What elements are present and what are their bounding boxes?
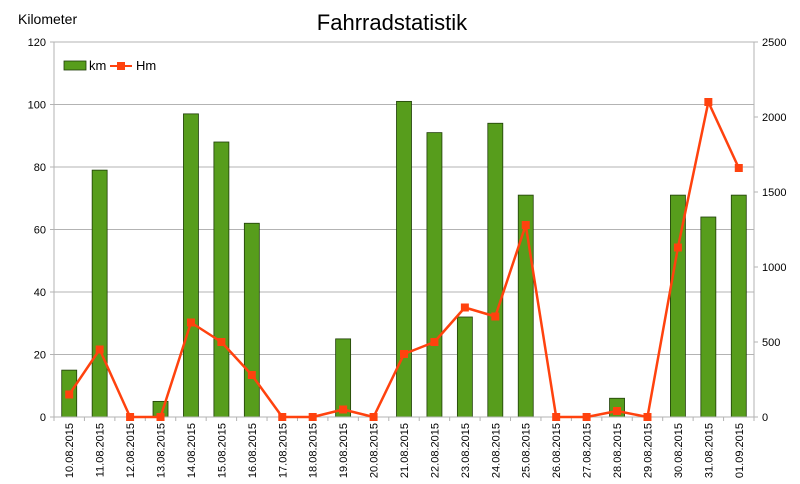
legend-label-km: km: [89, 58, 106, 73]
bar-11: [396, 100, 412, 418]
x-tick-label-15: 25.08.2015: [521, 423, 533, 478]
x-tick-label-4: 14.08.2015: [186, 423, 198, 478]
y-tick-label-1: 20: [34, 350, 46, 362]
x-tick-label-3: 13.08.2015: [156, 423, 168, 478]
x-tick-label-16: 26.08.2015: [551, 423, 563, 478]
hm-point-6: [247, 371, 256, 379]
x-tick-label-18: 28.08.2015: [612, 423, 624, 478]
x-tick-label-17: 27.08.2015: [582, 423, 594, 478]
bar-9: [335, 338, 352, 418]
x-tick-label-2: 12.08.2015: [125, 423, 137, 478]
line-series: [65, 98, 743, 421]
hm-point-1: [95, 345, 104, 354]
hm-point-0: [65, 390, 74, 399]
hm-point-21: [704, 98, 713, 106]
hm-point-17: [582, 413, 591, 421]
y-axis-ticks: 0 20 40 60 80 100 120: [28, 37, 54, 424]
x-axis-ticks: 10.08.2015 11.08.2015 12.08.2015 13.08.2015…: [64, 423, 746, 478]
hm-point-15: [521, 221, 530, 229]
hm-point-4: [186, 318, 195, 327]
hm-point-12: [430, 338, 439, 346]
hm-point-19: [643, 413, 652, 421]
x-tick-label-14: 24.08.2015: [490, 423, 502, 478]
bar-13: [456, 316, 473, 418]
legend-swatch-hm-marker: [117, 62, 125, 70]
x-tick-label-8: 18.08.2015: [308, 423, 320, 478]
hm-point-16: [552, 413, 561, 421]
x-tick-label-5: 15.08.2015: [216, 423, 228, 478]
x-tick-label-9: 19.08.2015: [338, 423, 350, 478]
bar-4: [183, 113, 199, 418]
hm-point-14: [491, 312, 500, 321]
legend-swatch-km: [63, 60, 87, 71]
y2-tick-label-4: 2000: [762, 112, 786, 124]
bar-6: [243, 222, 260, 418]
x-tick-label-11: 21.08.2015: [399, 423, 411, 478]
x-tick-label-6: 16.08.2015: [247, 423, 259, 478]
y2-tick-label-3: 1500: [762, 187, 786, 199]
hm-point-18: [613, 407, 622, 415]
y2-tick-label-5: 2500: [762, 37, 786, 49]
x-tick-label-22: 01.09.2015: [734, 423, 746, 478]
x-tick-label-19: 29.08.2015: [642, 423, 654, 478]
y-tick-label-6: 120: [28, 37, 46, 49]
hm-point-3: [156, 413, 165, 421]
x-tick-label-21: 31.08.2015: [703, 423, 715, 478]
y-axis-label: Kilometer: [18, 11, 77, 27]
hm-point-9: [339, 405, 348, 414]
hm-point-22: [734, 164, 743, 172]
hm-point-2: [126, 413, 135, 421]
y-tick-label-4: 80: [34, 162, 46, 174]
bar-1: [91, 169, 108, 418]
x-tick-label-13: 23.08.2015: [460, 423, 472, 478]
x-tick-label-0: 10.08.2015: [64, 423, 76, 478]
bar-5: [213, 141, 230, 418]
hm-point-13: [460, 303, 469, 312]
hm-point-5: [217, 338, 226, 346]
y2-axis-ticks: 0 500 1000 1500 2000 2500: [754, 37, 786, 424]
x-tick-label-10: 20.08.2015: [369, 423, 381, 478]
y-tick-label-5: 100: [28, 100, 46, 112]
chart-title: Fahrradstatistik: [317, 10, 468, 35]
y-tick-label-3: 60: [34, 225, 46, 237]
bar-series: [61, 100, 747, 418]
bar-14: [487, 122, 504, 418]
x-tick-label-20: 30.08.2015: [673, 423, 685, 478]
hm-point-20: [673, 243, 682, 252]
y2-tick-label-1: 500: [762, 337, 780, 349]
x-tick-label-1: 11.08.2015: [95, 423, 107, 477]
bar-21: [700, 216, 717, 418]
hm-point-7: [278, 413, 287, 421]
bar-12: [426, 132, 443, 418]
y-tick-label-2: 40: [34, 287, 46, 299]
x-tick-label-7: 17.08.2015: [277, 423, 289, 478]
hm-point-8: [308, 413, 317, 421]
y2-tick-label-0: 0: [762, 412, 768, 424]
legend: km Hm: [63, 58, 156, 73]
hm-point-11: [400, 350, 408, 358]
x-tick-label-12: 22.08.2015: [429, 423, 441, 478]
legend-label-hm: Hm: [136, 58, 156, 73]
hm-point-10: [369, 413, 378, 421]
y2-tick-label-2: 1000: [762, 262, 786, 274]
bar-22: [730, 194, 747, 418]
y-tick-label-0: 0: [40, 412, 46, 424]
